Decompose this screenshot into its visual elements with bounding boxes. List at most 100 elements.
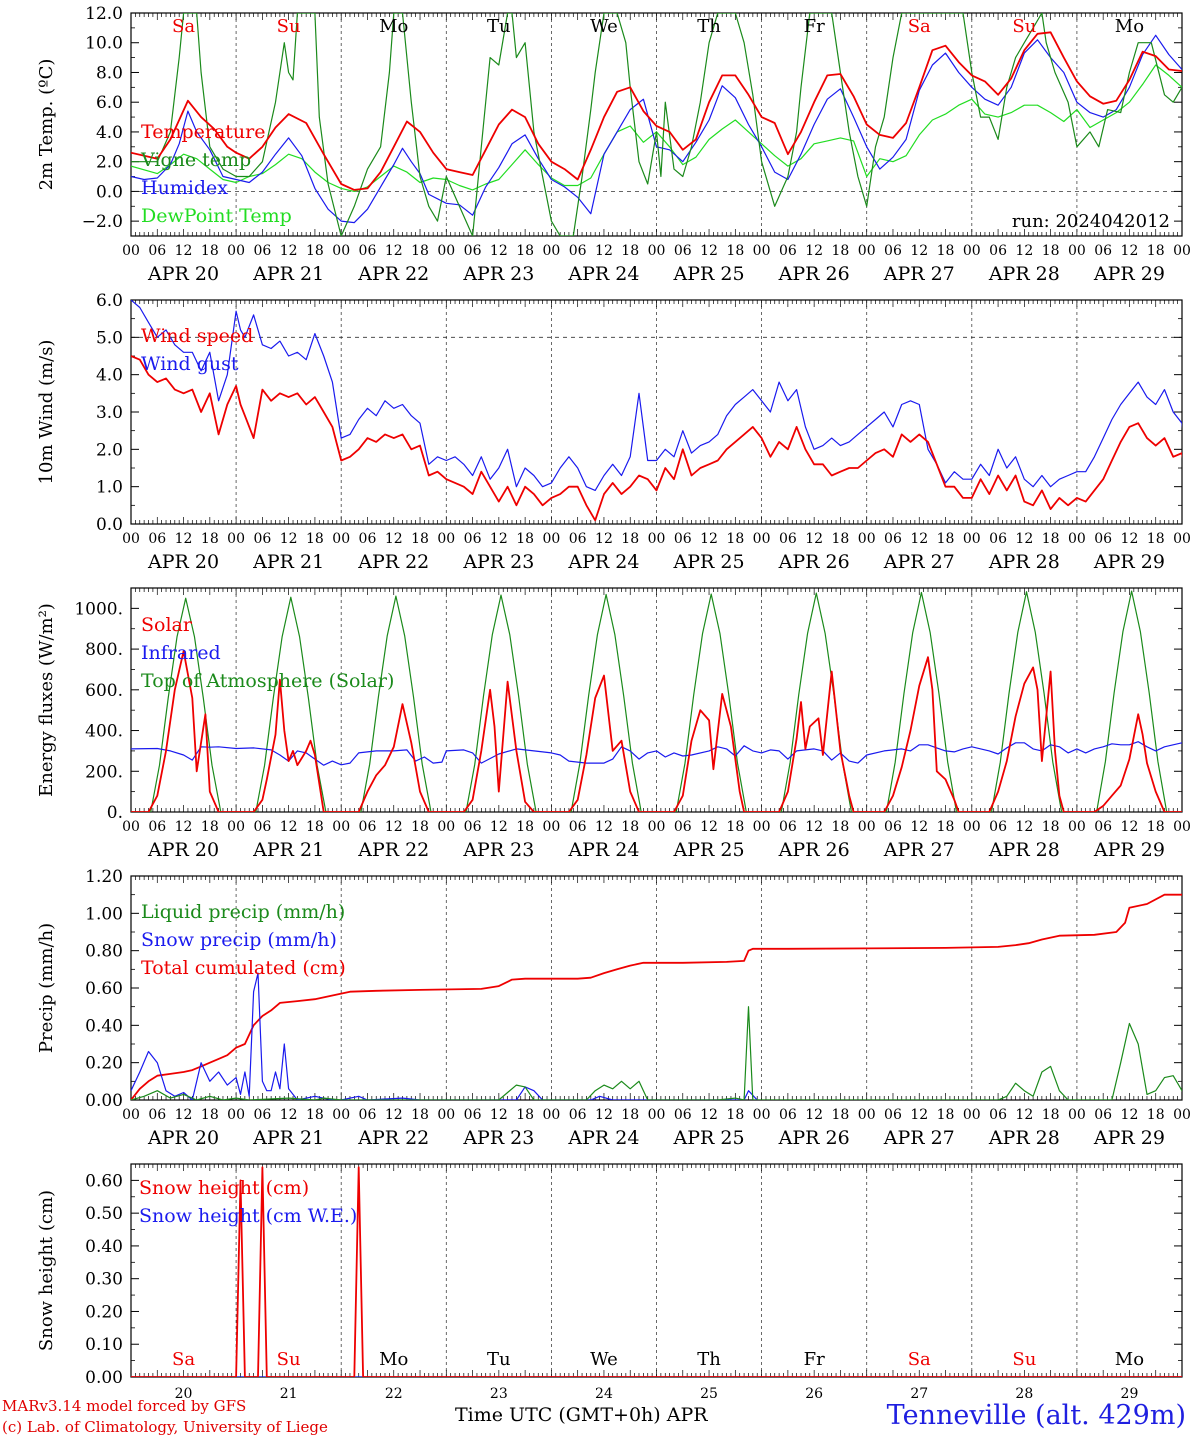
series-line-temperature <box>131 31 1182 191</box>
hour-label: 06 <box>464 531 482 547</box>
y-tick-label: 6.0 <box>96 93 123 113</box>
hour-label: 12 <box>1015 1107 1033 1123</box>
weekday-label: Mo <box>1115 16 1144 37</box>
y-tick-label: 0.30 <box>85 1270 123 1290</box>
hour-label: 18 <box>201 1107 219 1123</box>
y-tick-label: 8.0 <box>96 63 123 83</box>
hour-label: 00 <box>858 819 876 835</box>
hour-label: 18 <box>516 819 534 835</box>
hour-label: 06 <box>779 243 797 259</box>
hour-label: 12 <box>175 1107 193 1123</box>
date-label: APR 28 <box>988 1127 1060 1149</box>
hour-label: 06 <box>1094 819 1112 835</box>
date-label: APR 20 <box>147 551 219 573</box>
weekday-label: Mo <box>1115 1349 1144 1370</box>
hour-label: 18 <box>621 243 639 259</box>
hour-label: 06 <box>779 1107 797 1123</box>
run-label: run: 2024042012 <box>1012 211 1170 232</box>
hour-label: 12 <box>1015 819 1033 835</box>
hour-label: 00 <box>648 531 666 547</box>
hour-label: 12 <box>280 819 298 835</box>
hour-label: 06 <box>464 819 482 835</box>
weekday-label: Sa <box>172 1349 195 1370</box>
hour-label: 00 <box>1068 243 1086 259</box>
hour-label: 06 <box>674 1107 692 1123</box>
hour-label: 00 <box>963 243 981 259</box>
date-label: APR 27 <box>883 1127 955 1149</box>
hour-label: 18 <box>937 819 955 835</box>
hour-label: 00 <box>437 243 455 259</box>
legend-entry: Humidex <box>141 177 228 199</box>
hour-label: 00 <box>753 243 771 259</box>
hour-label: 00 <box>648 1107 666 1123</box>
y-tick-label: 0.20 <box>85 1302 123 1322</box>
y-tick-label: 3.0 <box>96 403 123 423</box>
hour-label: 06 <box>674 819 692 835</box>
legend-entry: Wind gust <box>141 353 239 375</box>
model-credit: MARv3.14 model forced by GFS (c) Lab. of… <box>2 1396 328 1438</box>
hour-label: 06 <box>1094 1107 1112 1123</box>
hour-label: 18 <box>1042 531 1060 547</box>
hour-label: 00 <box>1173 531 1191 547</box>
hour-label: 18 <box>937 243 955 259</box>
hour-label: 00 <box>332 243 350 259</box>
hour-label: 12 <box>1015 243 1033 259</box>
hour-label: 12 <box>490 243 508 259</box>
date-label: APR 29 <box>1093 839 1165 861</box>
hour-label: 06 <box>569 819 587 835</box>
y-tick-label: 10.0 <box>85 34 123 54</box>
y-tick-label: 400. <box>85 722 123 742</box>
date-label: APR 26 <box>778 263 850 285</box>
hour-label: 06 <box>253 819 271 835</box>
hour-label: 06 <box>884 531 902 547</box>
hour-label: 06 <box>884 1107 902 1123</box>
hour-label: 06 <box>253 531 271 547</box>
hour-label: 00 <box>542 1107 560 1123</box>
series-group <box>131 893 1182 1100</box>
y-axis-label: Snow height (cm) <box>36 1190 57 1351</box>
date-label: APR 25 <box>673 263 745 285</box>
legend-entry: Vigne temp <box>140 149 251 171</box>
hour-label: 00 <box>963 1107 981 1123</box>
hour-label: 12 <box>280 243 298 259</box>
panel-wind: 0.0 1.0 2.0 3.0 4.0 5.0 6.0 10m Wind (m/s) Wind … <box>36 291 1191 573</box>
hour-label: 00 <box>122 1107 140 1123</box>
credit-line-2: (c) Lab. of Climatology, University of L… <box>2 1418 328 1436</box>
hour-label: 12 <box>700 243 718 259</box>
hour-label: 06 <box>148 1107 166 1123</box>
hour-label: 18 <box>1042 1107 1060 1123</box>
date-label: APR 29 <box>1093 551 1165 573</box>
hour-label: 18 <box>726 531 744 547</box>
date-label: APR 20 <box>147 1127 219 1149</box>
hour-label: 12 <box>1121 1107 1139 1123</box>
day-number-label: 21 <box>280 1386 298 1402</box>
hour-label: 00 <box>227 531 245 547</box>
day-number-label: 20 <box>175 1386 193 1402</box>
credit-line-1: MARv3.14 model forced by GFS <box>2 1397 247 1415</box>
date-label: APR 24 <box>567 263 639 285</box>
hour-label: 18 <box>726 243 744 259</box>
hour-label: 12 <box>1015 531 1033 547</box>
hour-label: 06 <box>989 819 1007 835</box>
weekday-label: Su <box>277 1349 301 1370</box>
hour-label: 06 <box>253 1107 271 1123</box>
hour-label: 06 <box>779 531 797 547</box>
weekday-label: Su <box>277 16 301 37</box>
hour-label: 06 <box>359 531 377 547</box>
hour-label: 00 <box>858 531 876 547</box>
y-tick-label: 12.0 <box>85 4 123 24</box>
date-label: APR 29 <box>1093 1127 1165 1149</box>
plot-frame <box>130 12 1183 237</box>
date-label: APR 21 <box>252 551 324 573</box>
hour-label: 18 <box>1042 243 1060 259</box>
hour-label: 18 <box>306 243 324 259</box>
legend-entry: Infrared <box>141 642 221 664</box>
hour-label: 00 <box>753 819 771 835</box>
date-label: APR 28 <box>988 551 1060 573</box>
series-group <box>131 300 1182 522</box>
hour-label: 12 <box>700 1107 718 1123</box>
date-label: APR 23 <box>462 551 534 573</box>
hour-label: 00 <box>227 1107 245 1123</box>
y-axis-label: Energy fluxes (W/m²) <box>36 603 57 797</box>
date-label: APR 26 <box>778 1127 850 1149</box>
